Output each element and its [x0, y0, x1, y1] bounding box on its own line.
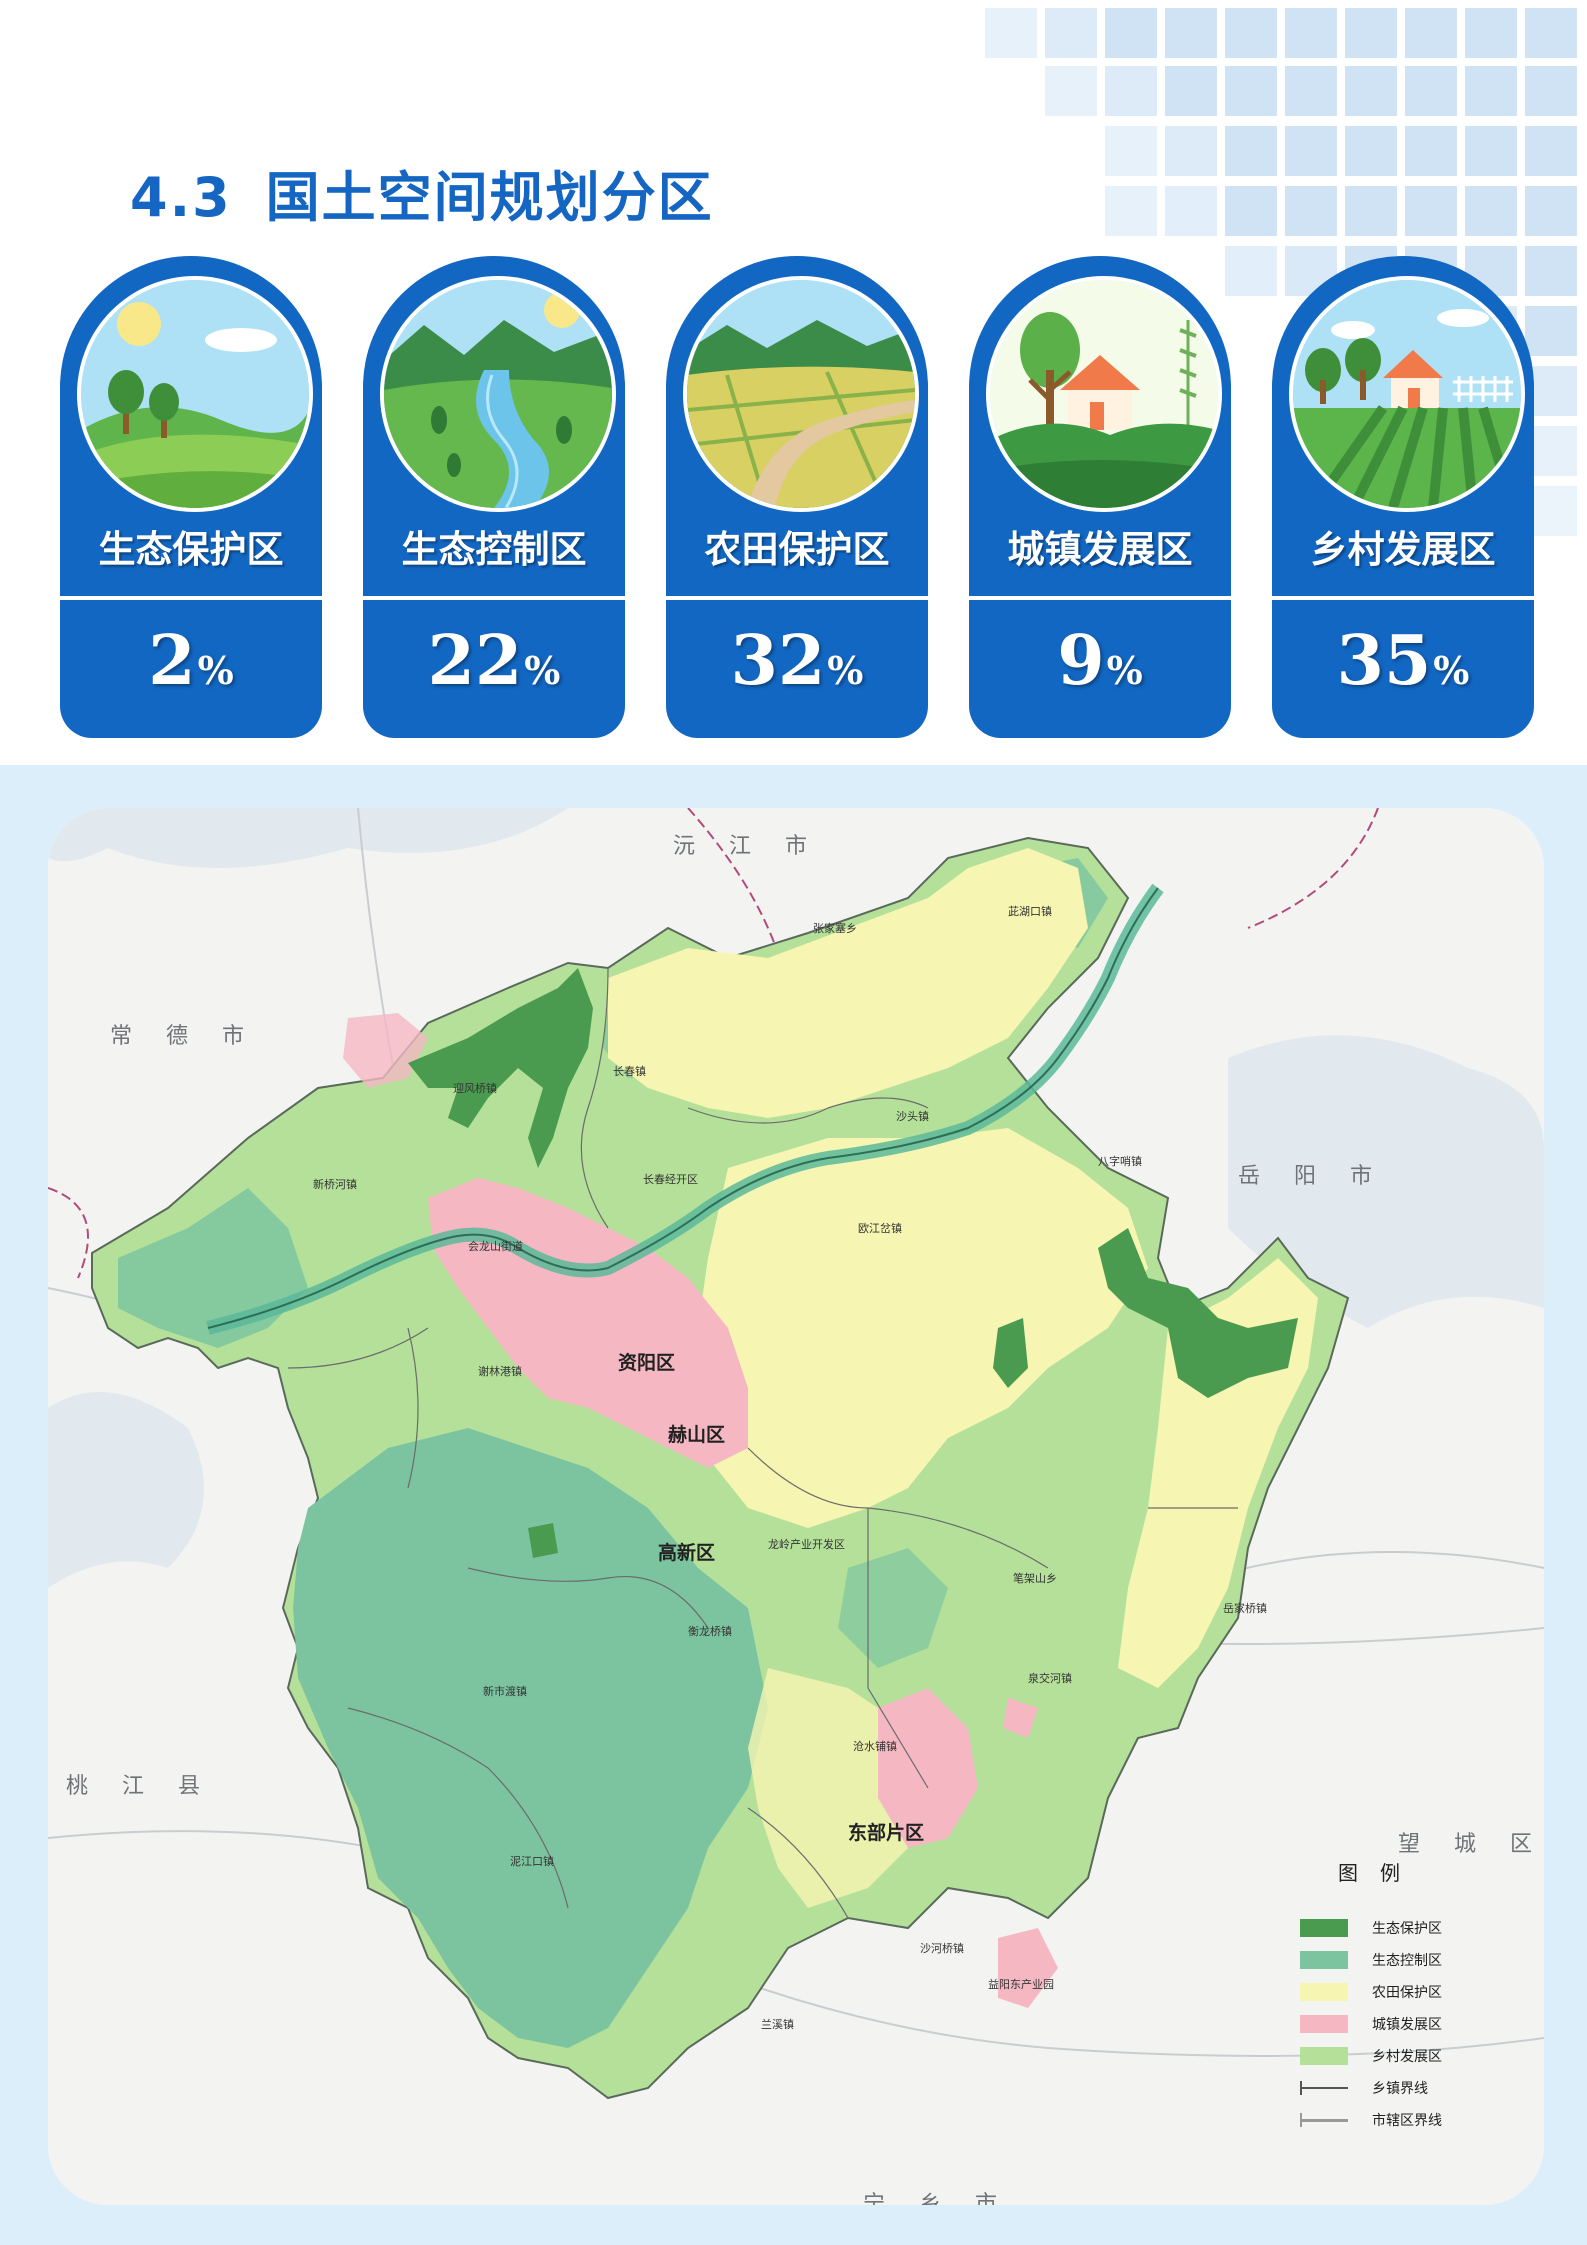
- section-title: 国土空间规划分区: [265, 166, 714, 229]
- town-label: 会龙山街道: [468, 1240, 523, 1253]
- town-label: 新桥河镇: [313, 1178, 357, 1191]
- region-east: 岳阳市: [1238, 1164, 1407, 1189]
- zone-percentage: 22%: [427, 621, 561, 701]
- map-legend: 图例 生态保护区 生态控制区 农田保护区 城镇发展区 乡村发展区 乡镇界线 市辖…: [1300, 1857, 1500, 2136]
- town-house-icon: [986, 276, 1222, 512]
- region-southeast: 望城区: [1398, 1832, 1532, 1857]
- region-northwest: 常德市: [110, 1024, 279, 1049]
- zone-label: 生态保护区: [98, 527, 284, 571]
- urban-development-areas: [343, 1013, 1058, 2008]
- town-label: 沧水铺镇: [853, 1740, 897, 1753]
- legend-line-swatch: [1300, 2111, 1348, 2129]
- basemap-water-texture: [48, 808, 1544, 1588]
- township-boundaries: [287, 967, 1238, 1919]
- zone-percentage: 9%: [1057, 621, 1143, 701]
- card-divider: [1272, 596, 1534, 600]
- legend-line-swatch: [1300, 2079, 1348, 2097]
- village-field-icon: [1289, 276, 1525, 512]
- legend-swatch: [1300, 2047, 1348, 2065]
- meadow-trees-icon: [77, 276, 313, 512]
- town-label: 岳家桥镇: [1223, 1602, 1267, 1615]
- town-label: 泉交河镇: [1028, 1672, 1072, 1685]
- zone-label: 生态控制区: [401, 527, 587, 571]
- legend-swatch: [1300, 2015, 1348, 2033]
- town-label: 泥江口镇: [510, 1855, 554, 1868]
- legend-item: 城镇发展区: [1300, 2008, 1500, 2040]
- legend-title: 图例: [1338, 1861, 1422, 1885]
- region-north: 沅江市: [673, 834, 842, 859]
- town-label: 笔架山乡: [1013, 1572, 1057, 1585]
- card-divider: [969, 596, 1231, 600]
- town-label: 新市渡镇: [483, 1685, 527, 1698]
- legend-swatch: [1300, 1951, 1348, 1969]
- legend-item: 农田保护区: [1300, 1976, 1500, 2008]
- legend-item: 乡镇界线: [1300, 2072, 1500, 2104]
- card-divider: [666, 596, 928, 600]
- town-label: 长春经开区: [643, 1173, 698, 1186]
- district-heshan: 赫山区: [668, 1424, 726, 1446]
- page-title: 4.3 国土空间规划分区: [130, 163, 714, 233]
- zoning-map-canvas: [48, 808, 1544, 2205]
- zone-percentage: 2%: [148, 621, 234, 701]
- district-ziyang: 资阳区: [618, 1352, 676, 1374]
- zone-card-eco-protection: 生态保护区 2%: [60, 256, 322, 738]
- legend-swatch: [1300, 1983, 1348, 2001]
- region-south: 宁乡市: [863, 2192, 1032, 2205]
- card-divider: [363, 596, 625, 600]
- zone-card-farmland-protection: 农田保护区 32%: [666, 256, 928, 738]
- legend-item: 乡村发展区: [1300, 2040, 1500, 2072]
- town-label: 益阳东产业园: [988, 1978, 1054, 1991]
- zone-percentage: 35%: [1336, 621, 1470, 701]
- town-label: 龙岭产业开发区: [768, 1538, 845, 1551]
- farmland-road-icon: [683, 276, 919, 512]
- region-west: 桃江县: [66, 1774, 235, 1799]
- town-label: 张家塞乡: [813, 922, 857, 935]
- river-valley-icon: [380, 276, 616, 512]
- town-label: 兰溪镇: [761, 2018, 794, 2031]
- zone-percentage: 32%: [730, 621, 864, 701]
- town-label: 八字哨镇: [1098, 1155, 1142, 1168]
- town-label: 茈湖口镇: [1008, 905, 1052, 918]
- town-label: 迎风桥镇: [453, 1082, 497, 1095]
- zone-label: 乡村发展区: [1310, 527, 1496, 571]
- town-label: 长春镇: [613, 1065, 646, 1078]
- section-number: 4.3: [130, 166, 232, 229]
- card-divider: [60, 596, 322, 600]
- legend-swatch: [1300, 1919, 1348, 1937]
- zone-card-eco-control: 生态控制区 22%: [363, 256, 625, 738]
- legend-item: 生态控制区: [1300, 1944, 1500, 1976]
- zone-card-rural-development: 乡村发展区 35%: [1272, 256, 1534, 738]
- town-label: 衡龙桥镇: [688, 1625, 732, 1638]
- zone-card-urban-development: 城镇发展区 9%: [969, 256, 1231, 738]
- zone-label: 城镇发展区: [1007, 527, 1193, 571]
- town-label: 欧江岔镇: [858, 1222, 902, 1235]
- legend-item: 市辖区界线: [1300, 2104, 1500, 2136]
- farmland-protection-areas: [608, 848, 1318, 1908]
- zone-label: 农田保护区: [704, 527, 890, 571]
- town-label: 沙河桥镇: [920, 1942, 964, 1955]
- zoning-map: 沅江市 常德市 岳阳市 桃江县 望城区 宁乡市 资阳区 赫山区 高新区 东部片区…: [48, 808, 1544, 2205]
- eco-protection-areas: [408, 968, 1298, 1558]
- legend-item: 生态保护区: [1300, 1912, 1500, 1944]
- town-label: 谢林港镇: [478, 1365, 522, 1378]
- district-dongbu: 东部片区: [848, 1822, 925, 1844]
- district-gaoxin: 高新区: [658, 1542, 716, 1564]
- town-label: 沙头镇: [896, 1110, 929, 1123]
